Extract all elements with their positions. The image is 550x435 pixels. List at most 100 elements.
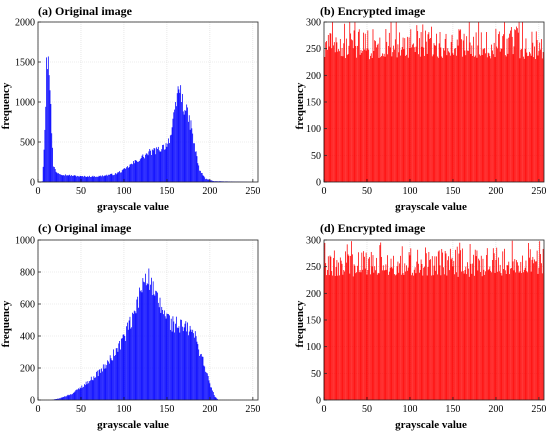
axes-frame	[37, 239, 259, 401]
histogram-bar	[526, 52, 528, 182]
histogram-bar	[536, 40, 538, 182]
histogram-bar	[152, 281, 154, 400]
histogram-bar	[207, 179, 209, 182]
histogram-bar	[76, 176, 78, 182]
histogram-bar	[357, 31, 359, 182]
histogram-bar	[356, 57, 358, 182]
histogram-bar	[364, 33, 366, 183]
histogram-bar	[49, 90, 51, 182]
histogram-bar	[147, 284, 149, 400]
histogram-bar	[370, 53, 372, 182]
histogram-bar	[351, 40, 353, 182]
histogram-bar	[69, 174, 71, 182]
histogram-bar	[139, 159, 141, 182]
histogram-bar	[382, 53, 383, 182]
y-tick-label: 300	[306, 18, 321, 29]
histogram-bar	[530, 271, 532, 400]
histogram-bar	[517, 265, 519, 400]
histogram-bar	[53, 166, 54, 182]
histogram-bar	[516, 26, 517, 183]
histogram-bar	[91, 176, 93, 182]
histogram-bar	[485, 53, 486, 182]
histogram-bar	[454, 48, 456, 183]
y-tick-label: 0	[316, 178, 321, 189]
histogram-bar	[420, 32, 422, 183]
histogram-bar	[381, 256, 382, 400]
histogram-bar	[84, 384, 85, 400]
y-tick-label: 0	[316, 396, 321, 407]
histogram-bar	[123, 168, 125, 182]
histogram-bar	[65, 174, 66, 182]
x-tick-label: 200	[488, 404, 503, 415]
histogram-bar	[100, 372, 102, 400]
histogram-bar	[351, 39, 352, 182]
histogram-bar	[192, 329, 194, 400]
histogram-bar	[193, 143, 194, 182]
histogram-bar	[497, 271, 498, 400]
histogram-bar	[89, 175, 90, 182]
histogram-bar	[338, 49, 339, 182]
histogram-bar	[209, 383, 211, 400]
histogram-bar	[85, 177, 87, 182]
histogram-bar	[129, 316, 131, 400]
histogram-bar	[341, 263, 343, 400]
histogram-bar	[410, 248, 412, 400]
y-tick-label: 0	[30, 396, 35, 407]
histogram-bar	[417, 31, 419, 183]
histogram-bar	[126, 322, 128, 400]
histogram-bar	[416, 261, 418, 400]
histogram-bar	[483, 269, 485, 400]
x-tick-label: 250	[245, 186, 260, 197]
histogram-bar	[405, 271, 407, 400]
histogram-bar	[443, 274, 445, 400]
histogram-bar	[200, 170, 201, 182]
histogram-bar	[84, 175, 85, 182]
histogram-bar	[538, 51, 540, 182]
histogram-bar	[374, 40, 376, 183]
histogram-bar	[529, 51, 530, 182]
histogram-bar	[408, 252, 410, 400]
y-tick-label: 200	[306, 289, 321, 300]
histogram-bar	[401, 46, 403, 182]
histogram-bar	[480, 255, 482, 400]
histogram-bar	[167, 143, 169, 182]
histogram-bar	[337, 275, 339, 400]
histogram-bar	[504, 270, 506, 400]
histogram-bar	[48, 75, 50, 182]
histogram-bar	[59, 398, 61, 400]
histogram-bar	[345, 58, 346, 182]
histogram-bar	[152, 150, 154, 182]
histogram-bar	[437, 274, 438, 400]
histogram-bar	[104, 175, 106, 182]
histogram-bar	[339, 275, 340, 400]
histogram-bar	[367, 269, 369, 400]
histogram-bar	[58, 398, 60, 400]
y-tick-label: 2000	[15, 18, 35, 29]
histogram-bar	[72, 393, 74, 400]
histogram-bar	[171, 331, 173, 400]
histogram-bar	[165, 318, 167, 400]
histogram-bar	[150, 150, 151, 182]
histogram-bar	[208, 179, 210, 182]
histogram-bar	[169, 315, 170, 400]
histogram-bar	[433, 265, 435, 400]
histogram-bar	[535, 59, 536, 182]
histogram-bar	[376, 47, 377, 183]
histogram-bar	[206, 178, 207, 182]
histogram-bar	[168, 138, 170, 182]
histogram-bar	[405, 55, 407, 182]
histogram-bar	[91, 379, 93, 400]
histogram-bar	[516, 260, 517, 400]
histogram-bar	[464, 50, 466, 183]
histogram-bar	[62, 175, 64, 182]
histogram-bar	[510, 268, 511, 400]
histogram-bar	[104, 364, 106, 400]
histogram-bar	[375, 270, 376, 400]
histogram-bar	[154, 148, 156, 182]
histogram-bar	[345, 251, 346, 400]
histogram-bar	[179, 92, 181, 182]
histogram-bar	[114, 355, 116, 400]
histogram-bar	[357, 252, 359, 400]
histogram-bar	[136, 299, 138, 400]
histogram-bar	[126, 167, 127, 182]
